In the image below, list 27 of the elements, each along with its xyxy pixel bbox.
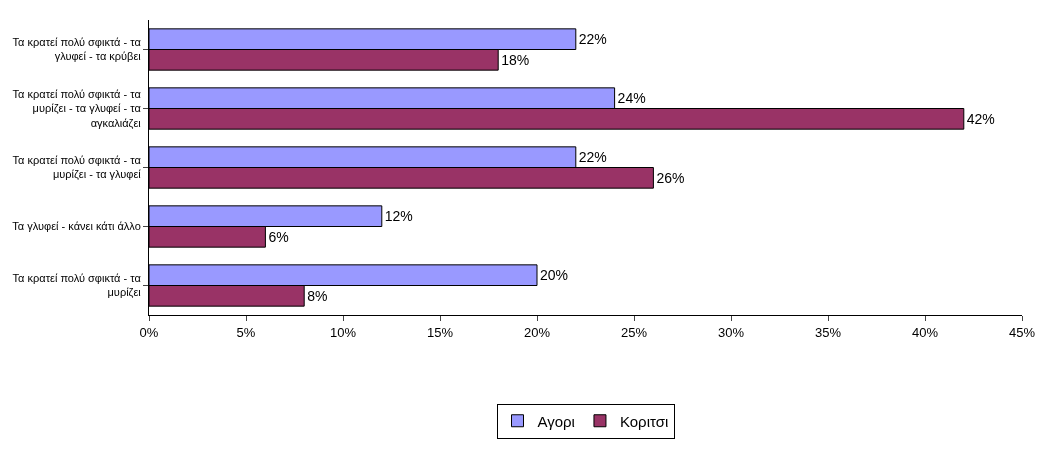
data-label: 18% [501, 51, 530, 68]
y-tick-label: Τα γλυφεί - κάνει κάτι άλλο [12, 220, 141, 233]
data-label: 8% [307, 287, 328, 304]
x-tick-label: 0% [139, 324, 159, 340]
data-label: 22% [578, 149, 607, 166]
x-tick-label: 10% [329, 324, 357, 340]
y-tick-label: Τα κρατεί πολύ σφικτά - τα μυρίζει - τα γλυφεί [12, 154, 142, 181]
data-label: 6% [268, 228, 289, 245]
data-label: 26% [656, 169, 685, 186]
x-tick-label: 5% [236, 324, 256, 340]
x-tick-label: 30% [717, 324, 745, 340]
x-tick-label: 45% [1008, 324, 1036, 340]
legend-label: Αγορι [537, 412, 575, 430]
x-tick-label: 25% [620, 324, 648, 340]
data-label: 24% [617, 90, 646, 107]
data-label: 20% [540, 267, 569, 284]
y-tick-label: Τα κρατεί πολύ σφικτά - τα μυρίζει [12, 272, 142, 299]
x-tick-label: 40% [911, 324, 939, 340]
data-label: 42% [966, 110, 995, 127]
data-label: 12% [384, 208, 413, 225]
x-tick-label: 20% [523, 324, 551, 340]
y-tick-label: Τα κρατεί πολύ σφικτά - τα μυρίζει - τα γλυφεί - τα αγκαλιάζει [12, 88, 142, 129]
y-tick-label: Τα κρατεί πολύ σφικτά - τα γλυφεί - τα κρύβει [12, 36, 142, 63]
x-tick-label: 15% [426, 324, 454, 340]
legend-label: Κοριτσι [619, 412, 669, 430]
data-label: 22% [578, 31, 607, 48]
x-tick-label: 35% [814, 324, 842, 340]
